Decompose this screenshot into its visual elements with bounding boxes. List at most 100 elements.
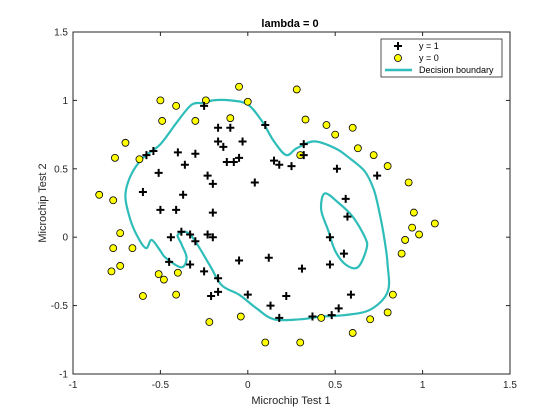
y1-point	[191, 237, 200, 246]
y0-point	[383, 162, 392, 170]
y1-point	[275, 160, 284, 169]
y0-point	[128, 244, 137, 253]
y1-point	[154, 168, 163, 177]
y1-point	[308, 312, 317, 321]
x-tick-label: -0.5	[152, 380, 170, 391]
y1-point	[297, 264, 306, 273]
y0-point	[159, 275, 168, 284]
legend-item-boundary: Decision boundary	[385, 65, 494, 75]
y1-point	[207, 292, 216, 301]
y0-point	[235, 82, 243, 91]
y1-point	[341, 194, 350, 203]
legend-item-y1: y = 1	[394, 41, 439, 51]
y0-point	[154, 270, 163, 279]
y0-point	[226, 114, 235, 123]
y1-point	[200, 267, 209, 276]
y1-point	[186, 260, 195, 269]
legend-label-boundary: Decision boundary	[419, 65, 494, 75]
y1-point	[208, 179, 217, 188]
y0-point	[111, 153, 119, 162]
y1-point	[214, 123, 223, 132]
y1-point	[165, 257, 174, 266]
y1-point	[270, 156, 279, 165]
y1-point	[173, 148, 182, 157]
y1-point	[287, 162, 296, 171]
x-tick-label: 0	[245, 380, 251, 391]
y0-point	[135, 155, 144, 164]
x-tick-label: 0.5	[328, 380, 342, 391]
y1-point	[203, 171, 212, 180]
y0-point	[369, 151, 378, 160]
y0-point	[121, 138, 130, 147]
y1-point	[332, 164, 341, 173]
y1-series	[138, 101, 382, 322]
y0-point	[191, 117, 200, 125]
y1-point	[156, 205, 165, 214]
y1-point	[235, 153, 244, 162]
y0-point	[354, 144, 362, 153]
y0-point	[408, 223, 417, 232]
legend: y = 1 y = 0 Decision boundary	[380, 38, 503, 78]
y0-point	[348, 329, 357, 337]
y0-point	[383, 308, 392, 317]
x-tick-label: 1.5	[503, 380, 517, 391]
y0-point	[348, 123, 357, 132]
y1-point	[172, 205, 181, 214]
y0-point	[116, 229, 125, 237]
y0-point	[409, 208, 418, 217]
y1-point	[219, 142, 228, 151]
x-axis-label: Microchip Test 1	[251, 395, 330, 407]
y-tick-label: 0	[62, 233, 68, 244]
y1-point	[266, 301, 275, 310]
y1-point	[180, 160, 189, 169]
y-tick-label: -0.5	[51, 301, 69, 312]
legend-item-y0: y = 0	[394, 53, 439, 63]
y0-point	[139, 292, 147, 300]
y1-point	[138, 188, 147, 197]
decision-boundary-inner	[319, 192, 369, 270]
x-tick-label: -1	[69, 380, 78, 391]
y-tick-label: 1	[62, 96, 68, 107]
y1-point	[186, 230, 195, 239]
x-axis: -1 -0.5 0 0.5 1 1.5	[69, 32, 517, 391]
y0-point	[292, 85, 301, 94]
y0-point	[388, 290, 397, 299]
y0-point	[296, 338, 305, 347]
y1-point	[149, 147, 158, 156]
y-tick-label: 0.5	[54, 164, 68, 175]
y1-point	[177, 227, 186, 236]
y0-point	[243, 97, 252, 106]
y1-point	[200, 101, 209, 110]
y0-point	[301, 115, 310, 124]
y1-point	[235, 256, 244, 265]
y0-point	[158, 117, 167, 125]
y1-point	[325, 260, 334, 269]
y-tick-label: 1.5	[54, 28, 68, 39]
chart-title: lambda = 0	[261, 18, 318, 30]
y-axis-label: Microchip Test 2	[37, 163, 49, 242]
y0-point	[397, 249, 406, 258]
y1-point	[261, 121, 270, 130]
y0-point	[107, 267, 116, 276]
y-axis: -1 -0.5 0 0.5 1 1.5	[51, 28, 510, 381]
y1-point	[191, 149, 200, 158]
y1-point	[299, 151, 308, 160]
y0-point	[172, 290, 181, 299]
y1-point	[343, 212, 352, 221]
y0-point	[322, 121, 331, 129]
decision-boundary-outer	[124, 98, 391, 322]
y0-point	[172, 101, 181, 110]
y0-point	[366, 315, 375, 324]
y1-point	[299, 140, 308, 149]
y0-point	[331, 130, 340, 139]
x-tick-label: 1	[420, 380, 426, 391]
y0-point	[205, 318, 214, 326]
y1-point	[208, 208, 217, 217]
y1-point	[346, 290, 355, 299]
y1-point	[166, 233, 175, 242]
y0-point	[430, 219, 439, 228]
y0-point	[109, 196, 118, 205]
y1-point	[214, 137, 223, 146]
y1-point	[214, 274, 223, 283]
y1-point	[142, 151, 151, 160]
